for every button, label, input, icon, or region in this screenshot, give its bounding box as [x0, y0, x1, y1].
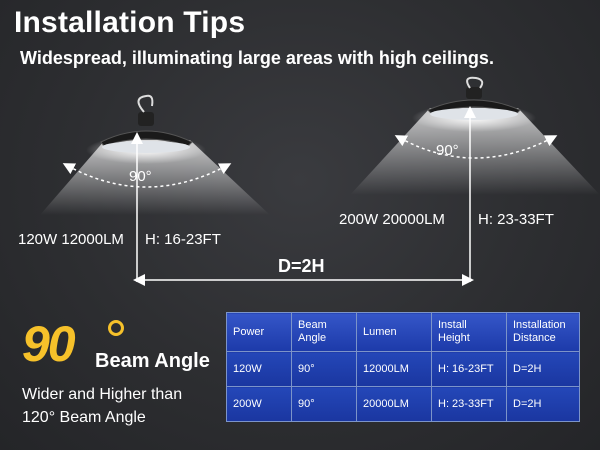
cell-lumen: 12000LM	[356, 351, 432, 387]
beam-angle-description: Wider and Higher than 120° Beam Angle	[22, 383, 182, 429]
table-header-row: Power Beam Angle Lumen Install Height In…	[226, 312, 580, 352]
cell-distance: D=2H	[506, 386, 580, 422]
right-highbay-lamp-icon	[427, 76, 521, 120]
table-row: 120W 90° 12000LM H: 16-23FT D=2H	[226, 351, 580, 387]
page-subtitle: Widespread, illuminating large areas wit…	[20, 48, 494, 68]
cell-beam-angle: 90°	[291, 351, 357, 387]
right-spec-label: 200W 20000LM	[339, 211, 445, 228]
cell-power: 120W	[226, 351, 292, 387]
left-angle-arc	[62, 163, 232, 188]
cell-lumen: 20000LM	[356, 386, 432, 422]
cell-beam-angle: 90°	[291, 386, 357, 422]
cell-height: H: 16-23FT	[431, 351, 507, 387]
page-title: Installation Tips	[14, 6, 246, 39]
degree-icon	[108, 320, 124, 336]
distance-label: D=2H	[278, 256, 325, 276]
table-row: 200W 90° 20000LM H: 23-33FT D=2H	[226, 386, 580, 422]
header-lumen: Lumen	[356, 312, 432, 352]
cell-power: 200W	[226, 386, 292, 422]
header-beam-angle: Beam Angle	[291, 312, 357, 352]
right-angle-arc	[394, 135, 558, 159]
beam-angle-label: Beam Angle	[95, 350, 210, 372]
cell-distance: D=2H	[506, 351, 580, 387]
left-highbay-lamp-icon	[100, 94, 193, 153]
right-height-label: H: 23-33FT	[478, 211, 554, 228]
cell-height: H: 23-33FT	[431, 386, 507, 422]
right-angle-label: 90°	[436, 142, 459, 159]
description-line-2: 120° Beam Angle	[22, 409, 146, 426]
left-height-label: H: 16-23FT	[145, 231, 221, 248]
left-angle-label: 90°	[129, 168, 152, 185]
left-spec-label: 120W 12000LM	[18, 231, 124, 248]
big-90-number: 90	[22, 316, 76, 372]
header-power: Power	[226, 312, 292, 352]
spec-table: Power Beam Angle Lumen Install Height In…	[226, 312, 580, 422]
header-installation-distance: Installation Distance	[506, 312, 580, 352]
header-install-height: Install Height	[431, 312, 507, 352]
description-line-1: Wider and Higher than	[22, 386, 183, 403]
